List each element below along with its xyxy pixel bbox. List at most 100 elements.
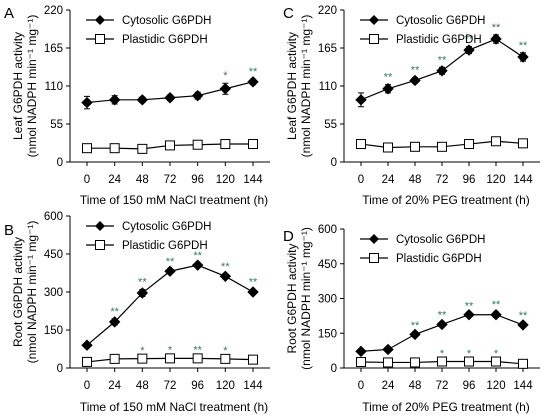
legend-marker-square — [369, 34, 379, 44]
data-point-diamond — [136, 287, 149, 299]
data-point-square — [220, 139, 231, 150]
legend: Cytosolic G6PDH Plastidic G6PDH — [360, 15, 485, 46]
series-cytosolic: ** ** ** ** ** ** — [81, 250, 259, 351]
significance-marker: ** — [221, 261, 230, 273]
legend-label: Plastidic G6PDH — [122, 240, 208, 252]
legend-label: Cytosolic G6PDH — [396, 234, 485, 246]
data-point-diamond — [219, 270, 232, 283]
significance-marker: ** — [166, 256, 175, 268]
data-point-square — [248, 354, 258, 365]
significance-marker: ** — [249, 66, 258, 78]
significance-marker: * — [140, 345, 145, 357]
x-axis-label: Time of 150 mM NaCl treatment (h) — [80, 193, 268, 207]
significance-marker: ** — [438, 54, 447, 66]
y-axis-label: Leaf G6PDH activity(nmol NADPH min⁻¹ mg⁻… — [11, 15, 39, 158]
y-tick-label: 0 — [331, 157, 337, 169]
data-point-square — [82, 143, 92, 154]
x-tick-label: 48 — [136, 380, 149, 392]
y-tick-label: 450 — [44, 249, 63, 261]
x-axis-label: Time of 150 mM NaCl treatment (h) — [80, 400, 268, 414]
significance-marker: ** — [138, 276, 147, 288]
y-tick-label: 300 — [44, 287, 63, 299]
x-tick-label: 24 — [108, 174, 121, 186]
y-axis-label-line: (nmol NADPH min⁻¹ mg⁻¹) — [25, 15, 39, 158]
legend-marker-diamond — [369, 15, 379, 25]
significance-marker: ** — [110, 306, 119, 318]
data-point-diamond — [463, 309, 475, 321]
data-point-diamond — [108, 94, 121, 106]
y-tick-label: 165 — [318, 43, 337, 55]
data-point-diamond — [219, 83, 232, 95]
significance-marker: ** — [465, 34, 474, 46]
series-cytosolic: ****** **** — [355, 299, 529, 358]
data-point-diamond — [81, 339, 93, 351]
series-cytosolic: ** ** ** ** ** ** — [355, 22, 529, 108]
data-point-square — [109, 353, 120, 364]
y-tick-label: 55 — [50, 119, 63, 131]
data-point-square — [165, 353, 175, 364]
x-tick-label: 144 — [513, 380, 533, 392]
legend: Cytosolic G6PDH Plastidic G6PDH — [86, 15, 211, 46]
series-plastidic — [356, 136, 528, 153]
data-point-square — [192, 353, 203, 364]
panel-a: A 0 55 110 165 220 0 24 48 72 96 120 144 Time of 150 … — [4, 5, 270, 207]
y-axis-label-line: Root G6PDH activity — [285, 243, 299, 353]
data-point-square — [464, 139, 474, 150]
y-axis-label-line: (nmol NADPH min⁻¹ mg⁻¹) — [25, 221, 39, 364]
significance-marker: ** — [519, 310, 528, 322]
panel-c: C 0 55 110 165 220 0 24 48 72 96 120 144 Time of 20% … — [283, 5, 540, 207]
x-axis-label: Time of 20% PEG treatment (h) — [362, 193, 530, 207]
legend-label: Cytosolic G6PDH — [122, 221, 211, 233]
panel-label: A — [4, 5, 14, 22]
data-point-diamond — [108, 316, 121, 328]
significance-marker: * — [223, 345, 228, 357]
data-point-square — [109, 143, 120, 154]
x-tick-label: 72 — [436, 380, 449, 392]
data-point-diamond — [81, 96, 93, 109]
panel-label: D — [283, 228, 294, 245]
y-axis-label-line: Root G6PDH activity — [11, 237, 25, 347]
y-tick-label: 0 — [57, 363, 63, 375]
x-tick-label: 72 — [436, 174, 449, 186]
data-point-square — [165, 140, 175, 151]
x-tick-label: 0 — [84, 380, 90, 392]
x-tick-label: 0 — [358, 380, 364, 392]
legend-label: Plastidic G6PDH — [396, 34, 482, 46]
data-point-diamond — [247, 76, 259, 88]
significance-marker: ** — [249, 276, 258, 288]
x-tick-label: 24 — [108, 380, 121, 392]
y-axis-label-line: (nmol NADPH min⁻¹ mg⁻¹) — [299, 15, 313, 158]
legend-label: Plastidic G6PDH — [396, 253, 482, 265]
data-point-diamond — [463, 44, 475, 56]
data-point-diamond — [164, 92, 176, 104]
y-axis-label: Root G6PDH activity(nmol NADPH min⁻¹ mg⁻… — [11, 221, 39, 364]
data-point-diamond — [436, 65, 448, 77]
data-point-diamond — [490, 33, 502, 45]
panel-b: B 0 150 300 450 600 0 24 48 72 96 120 144 Time of 150… — [4, 211, 270, 414]
significance-marker: ** — [465, 300, 474, 312]
data-point-square — [491, 356, 501, 367]
data-point-square — [410, 141, 420, 152]
y-tick-label: 220 — [44, 5, 63, 17]
significance-marker: * — [168, 345, 173, 357]
x-tick-label: 0 — [358, 174, 364, 186]
x-tick-label: 48 — [409, 174, 422, 186]
y-tick-label: 150 — [44, 325, 63, 337]
y-tick-label: 165 — [44, 43, 63, 55]
data-point-diamond — [409, 74, 421, 87]
significance-marker: * — [223, 70, 228, 82]
data-point-diamond — [517, 51, 529, 63]
data-point-square — [356, 139, 366, 150]
y-tick-label: 220 — [318, 5, 337, 17]
x-tick-label: 96 — [463, 380, 476, 392]
y-tick-label: 0 — [57, 157, 63, 169]
data-point-diamond — [436, 318, 448, 331]
data-point-square — [192, 139, 203, 150]
data-point-diamond — [409, 328, 421, 341]
series-cytosolic: * ** — [81, 66, 259, 110]
x-tick-label: 0 — [84, 174, 90, 186]
data-point-diamond — [355, 94, 367, 106]
data-point-diamond — [382, 343, 394, 356]
data-point-square — [410, 357, 420, 368]
